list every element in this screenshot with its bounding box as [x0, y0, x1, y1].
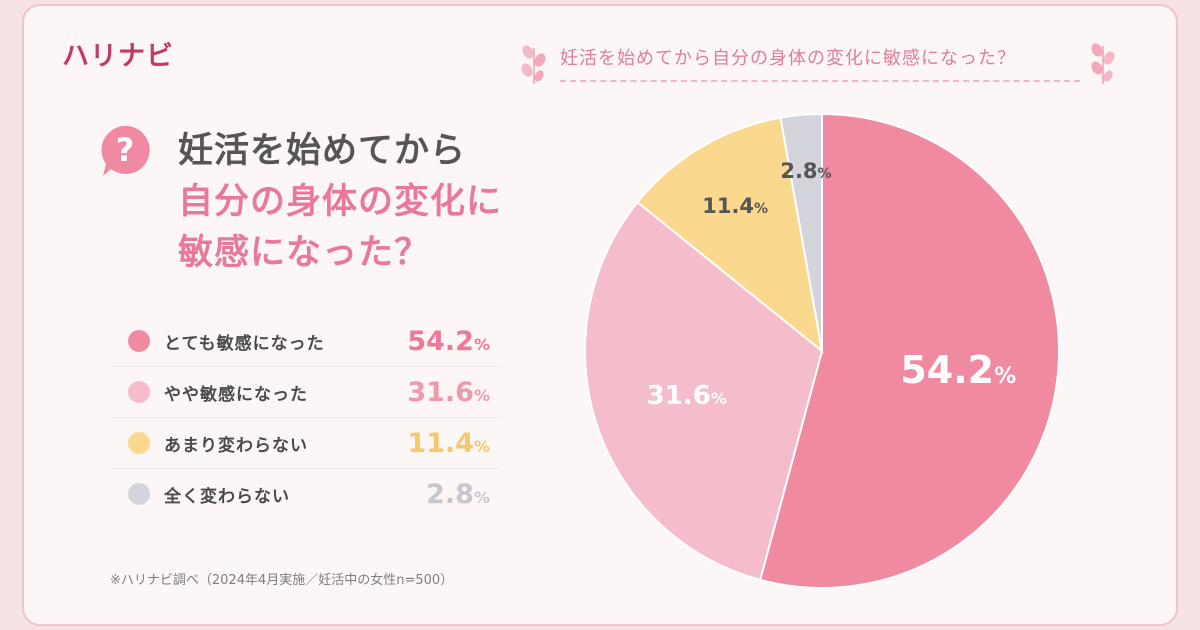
brand-logo: ハリナビ — [62, 41, 174, 72]
pie-slice — [758, 112, 1061, 589]
legend-row: やや敏感になった 31.6% — [112, 367, 498, 418]
legend-row: あまり変わらない 11.4% — [112, 418, 498, 469]
sakura-left-icon — [521, 45, 546, 84]
legend-label: 全く変わらない — [164, 486, 290, 507]
pie-slice — [636, 116, 824, 354]
legend-label: やや敏感になった — [164, 384, 308, 405]
headline: 妊活を始めてから 自分の身体の変化に 敏感になった？ — [178, 126, 502, 279]
legend-value: 31.6% — [407, 376, 490, 408]
legend-label: とても敏感になった — [164, 333, 325, 354]
legend-label: あまり変わらない — [164, 435, 308, 456]
legend-value: 2.8% — [426, 478, 490, 510]
top-question: 妊活を始めてから自分の身体の変化に敏感になった？ — [560, 48, 1016, 69]
legend-value: 54.2% — [407, 325, 490, 357]
question-mark: ? — [116, 131, 135, 169]
headline-line-3: 敏感になった？ — [178, 233, 431, 273]
legend-dot — [128, 483, 150, 505]
legend-dot — [128, 432, 150, 454]
question-badge-icon: ? — [101, 125, 150, 176]
headline-line-2: 自分の身体の変化に — [178, 182, 503, 222]
legend-value: 11.4% — [407, 427, 490, 459]
legend-dot — [128, 330, 150, 352]
legend: とても敏感になった 54.2% やや敏感になった 31.6% あまり変わらない 11.4%… — [112, 316, 498, 519]
footnote: ※ハリナビ調べ（2024年4月実施／妊活中の女性n=500） — [110, 573, 454, 588]
legend-row: 全く変わらない 2.8% — [112, 469, 498, 519]
headline-line-1: 妊活を始めてから — [178, 131, 467, 171]
legend-row: とても敏感になった 54.2% — [112, 316, 498, 367]
pie-slice — [779, 112, 823, 352]
top-question-divider — [560, 80, 1080, 82]
legend-dot — [128, 381, 150, 403]
pie-slice — [584, 200, 824, 582]
sakura-right-icon — [1091, 43, 1115, 84]
